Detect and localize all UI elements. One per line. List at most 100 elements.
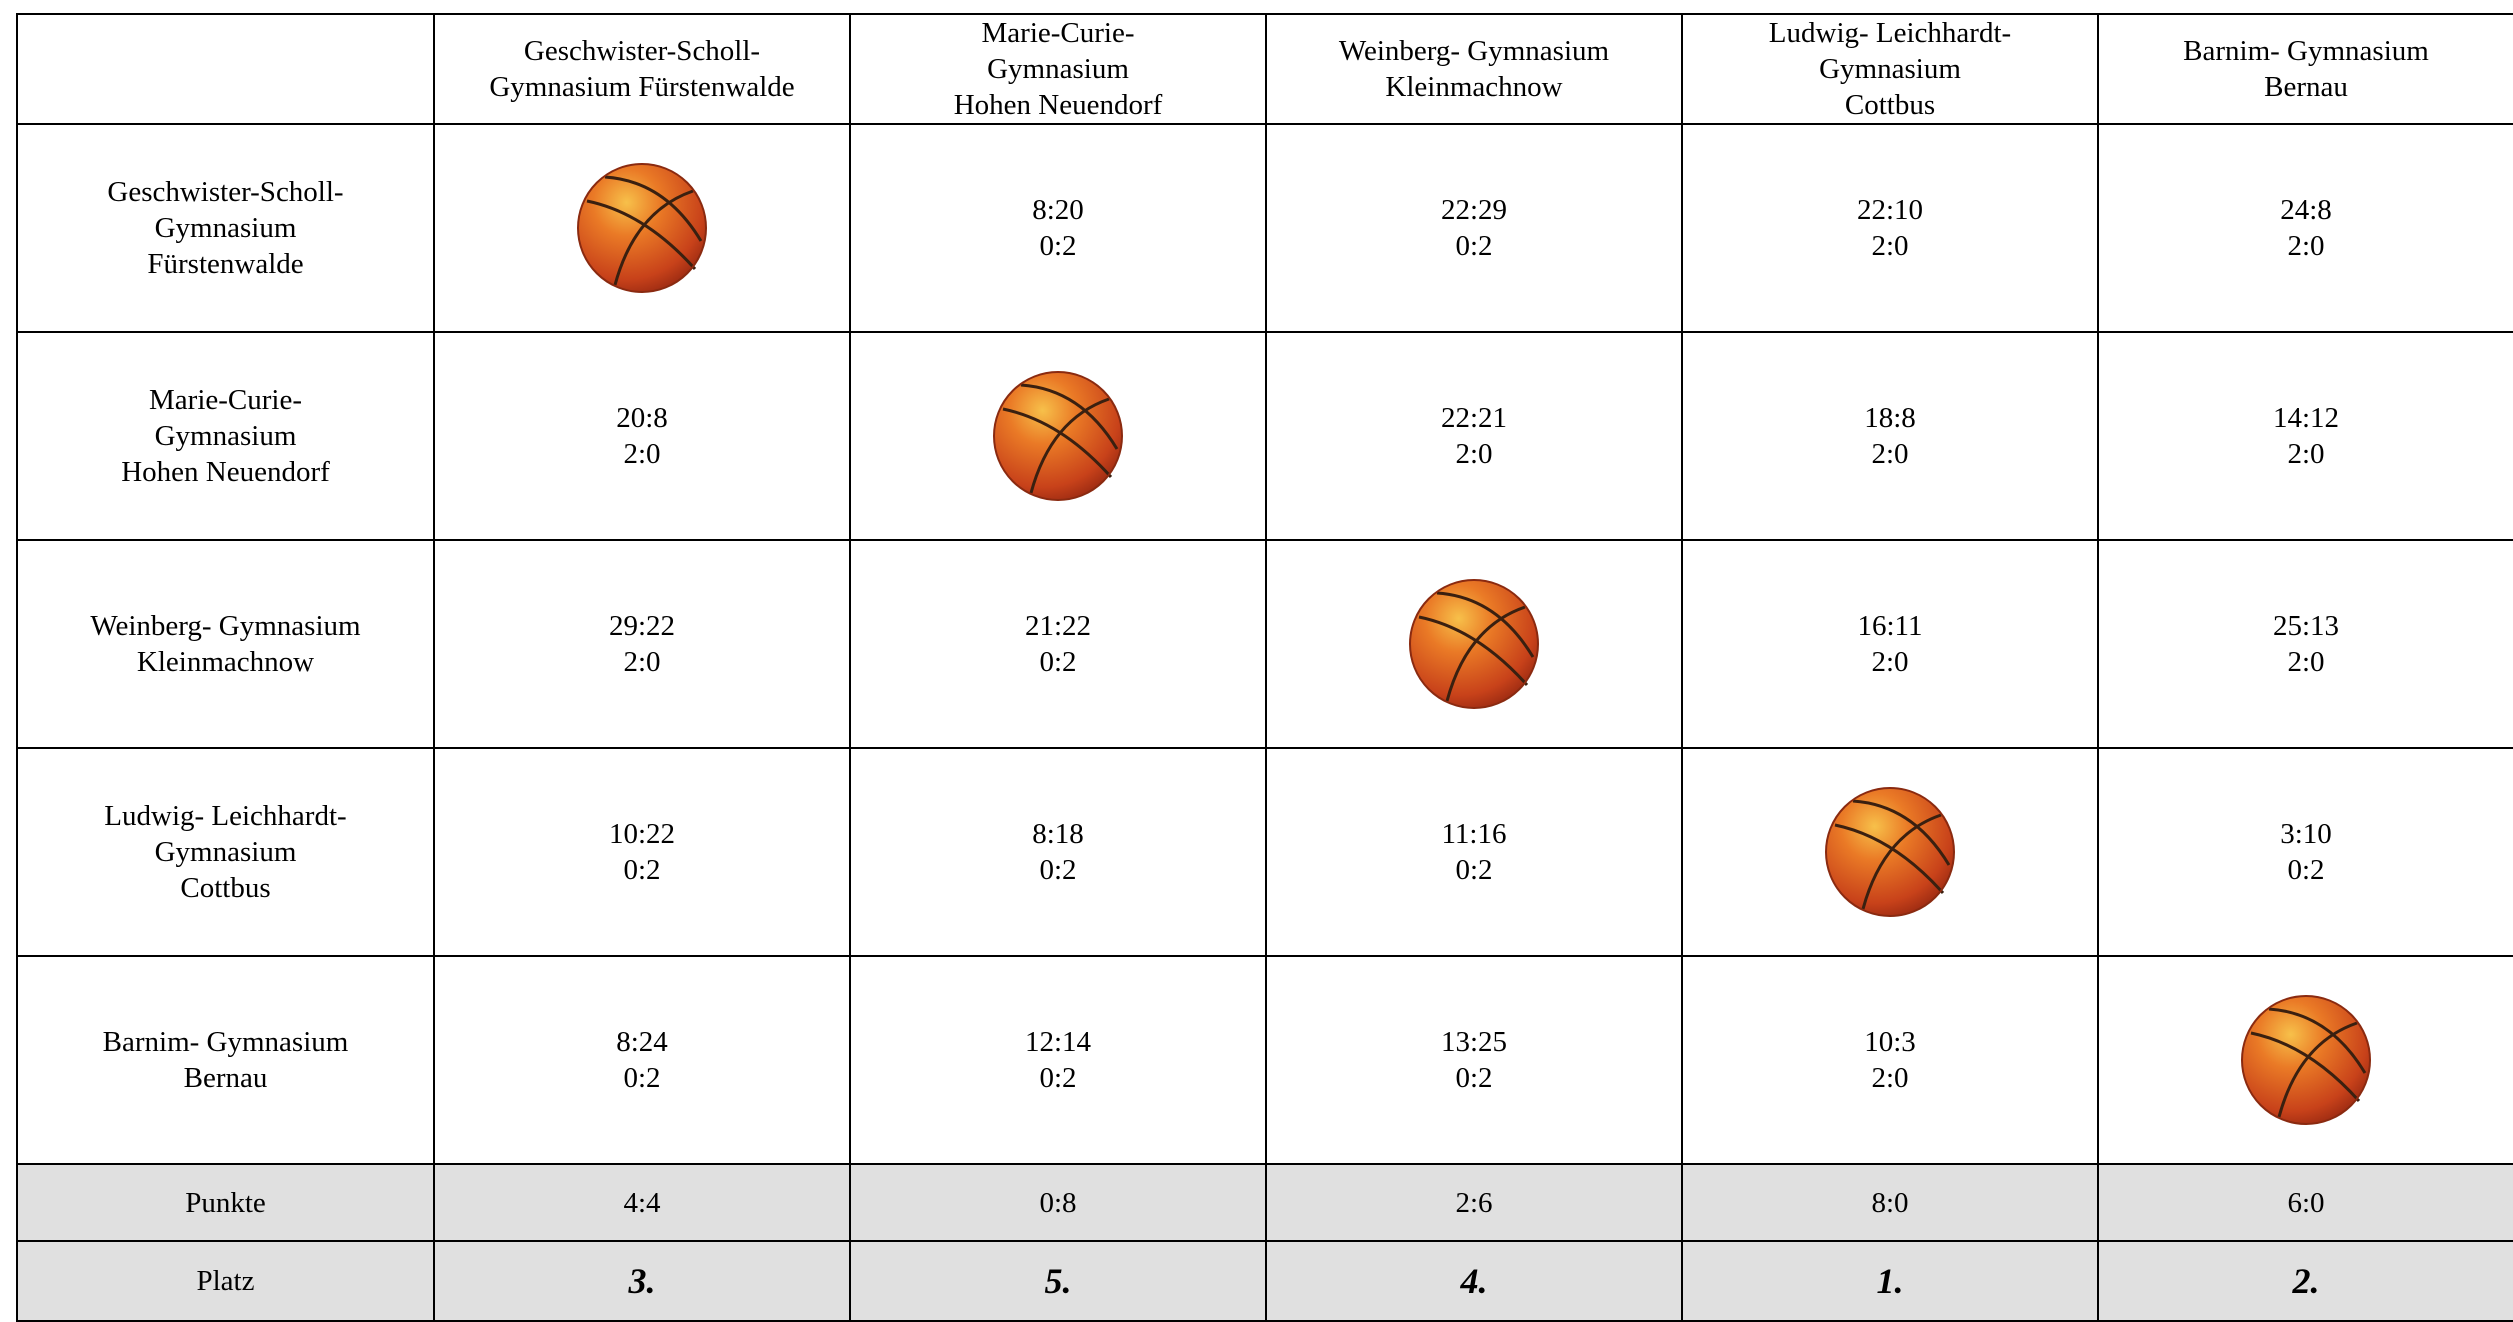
team-row: Barnim- Gymnasium Bernau 8:24 0:2 12:14 0:2 1… [16,955,2513,1165]
page: {"table": { "header": ["Geschwister-Scho… [16,13,2513,1322]
result-cell: 22:21 2:0 [1265,331,1683,541]
result-cell: 8:20 0:2 [849,123,1267,333]
result-cell: 11:16 0:2 [1265,747,1683,957]
points: 0:2 [1039,854,1077,886]
score: 13:25 [1440,1026,1508,1058]
platz-cell: 4. [1265,1240,1683,1322]
header-cell: Geschwister-Scholl- Gymnasium Fürstenwal… [433,13,851,125]
points: 0:2 [1455,230,1493,262]
result-cell: 10:22 0:2 [433,747,851,957]
basketball-icon [993,371,1123,501]
page-body: Geschwister-Scholl- Gymnasium Fürstenwal… [16,13,2513,1322]
platz-cell: 5. [849,1240,1267,1322]
team-row: Geschwister-Scholl- Gymnasium Fürstenwal… [16,123,2513,333]
result-cell: 10:3 2:0 [1681,955,2099,1165]
result-cell: 8:18 0:2 [849,747,1267,957]
score: 12:14 [1024,1026,1092,1058]
header-cell: Barnim- Gymnasium Bernau [2097,13,2513,125]
punkte-cell: 4:4 [433,1163,851,1242]
score: 22:29 [1440,194,1508,226]
self-cell [1681,747,2099,957]
points: 0:2 [1039,1062,1077,1094]
basketball-icon [577,163,707,293]
points: 2:0 [1871,1062,1909,1094]
score: 20:8 [616,402,668,434]
result-cell: 16:11 2:0 [1681,539,2099,749]
team-row: Weinberg- Gymnasium Kleinmachnow 29:22 2:0… [16,539,2513,749]
score: 24:8 [2280,194,2332,226]
score: 22:21 [1440,402,1508,434]
self-cell [433,123,851,333]
points: 0:2 [1455,854,1493,886]
points: 0:2 [2287,854,2325,886]
result-cell: 24:8 2:0 [2097,123,2513,333]
basketball-icon [1825,787,1955,917]
score: 8:18 [1032,818,1084,850]
score: 14:12 [2272,402,2340,434]
platz-row: Platz 3. 5. 4. 1. 2. [16,1240,2513,1322]
header-row: Geschwister-Scholl- Gymnasium Fürstenwal… [16,13,2513,125]
basketball-icon [2241,995,2371,1125]
platz-cell: 2. [2097,1240,2513,1322]
score: 29:22 [608,610,676,642]
header-cell: Ludwig- Leichhardt- Gymnasium Cottbus [1681,13,2099,125]
result-cell: 13:25 0:2 [1265,955,1683,1165]
score: 11:16 [1441,818,1507,850]
team-row: Ludwig- Leichhardt- Gymnasium Cottbus 10:… [16,747,2513,957]
team-row: Marie-Curie- Gymnasium Hohen Neuendorf 20… [16,331,2513,541]
score: 22:10 [1856,194,1924,226]
row-label: Barnim- Gymnasium Bernau [16,955,435,1165]
result-cell: 12:14 0:2 [849,955,1267,1165]
results-table: Geschwister-Scholl- Gymnasium Fürstenwal… [16,13,2513,1322]
points: 2:0 [623,646,661,678]
points: 2:0 [1871,438,1909,470]
score: 10:3 [1864,1026,1916,1058]
basketball-icon [1409,579,1539,709]
points: 2:0 [2287,438,2325,470]
row-label: Ludwig- Leichhardt- Gymnasium Cottbus [16,747,435,957]
score: 10:22 [608,818,676,850]
result-cell: 22:10 2:0 [1681,123,2099,333]
score: 8:20 [1032,194,1084,226]
score: 21:22 [1024,610,1092,642]
points: 0:2 [623,854,661,886]
result-cell: 18:8 2:0 [1681,331,2099,541]
row-label: Weinberg- Gymnasium Kleinmachnow [16,539,435,749]
row-label: Platz [16,1240,435,1322]
points: 0:2 [1039,646,1077,678]
result-cell: 21:22 0:2 [849,539,1267,749]
result-cell: 20:8 2:0 [433,331,851,541]
row-label: Punkte [16,1163,435,1242]
result-cell: 25:13 2:0 [2097,539,2513,749]
punkte-cell: 8:0 [1681,1163,2099,1242]
header-cell: Weinberg- Gymnasium Kleinmachnow [1265,13,1683,125]
result-cell: 8:24 0:2 [433,955,851,1165]
points: 2:0 [2287,646,2325,678]
result-cell: 3:10 0:2 [2097,747,2513,957]
score: 25:13 [2272,610,2340,642]
points: 2:0 [1871,230,1909,262]
points: 2:0 [623,438,661,470]
platz-cell: 3. [433,1240,851,1322]
row-label: Geschwister-Scholl- Gymnasium Fürstenwal… [16,123,435,333]
score: 3:10 [2280,818,2332,850]
punkte-cell: 2:6 [1265,1163,1683,1242]
punkte-cell: 6:0 [2097,1163,2513,1242]
points: 2:0 [1871,646,1909,678]
result-cell: 22:29 0:2 [1265,123,1683,333]
corner-cell [16,13,435,125]
self-cell [1265,539,1683,749]
row-label: Marie-Curie- Gymnasium Hohen Neuendorf [16,331,435,541]
header-cell: Marie-Curie- Gymnasium Hohen Neuendorf [849,13,1267,125]
result-cell: 14:12 2:0 [2097,331,2513,541]
points: 0:2 [623,1062,661,1094]
score: 18:8 [1864,402,1916,434]
self-cell [2097,955,2513,1165]
points: 0:2 [1039,230,1077,262]
score: 8:24 [616,1026,668,1058]
score: 16:11 [1857,610,1923,642]
result-cell: 29:22 2:0 [433,539,851,749]
platz-cell: 1. [1681,1240,2099,1322]
punkte-row: Punkte 4:4 0:8 2:6 8:0 6:0 [16,1163,2513,1242]
points: 2:0 [2287,230,2325,262]
